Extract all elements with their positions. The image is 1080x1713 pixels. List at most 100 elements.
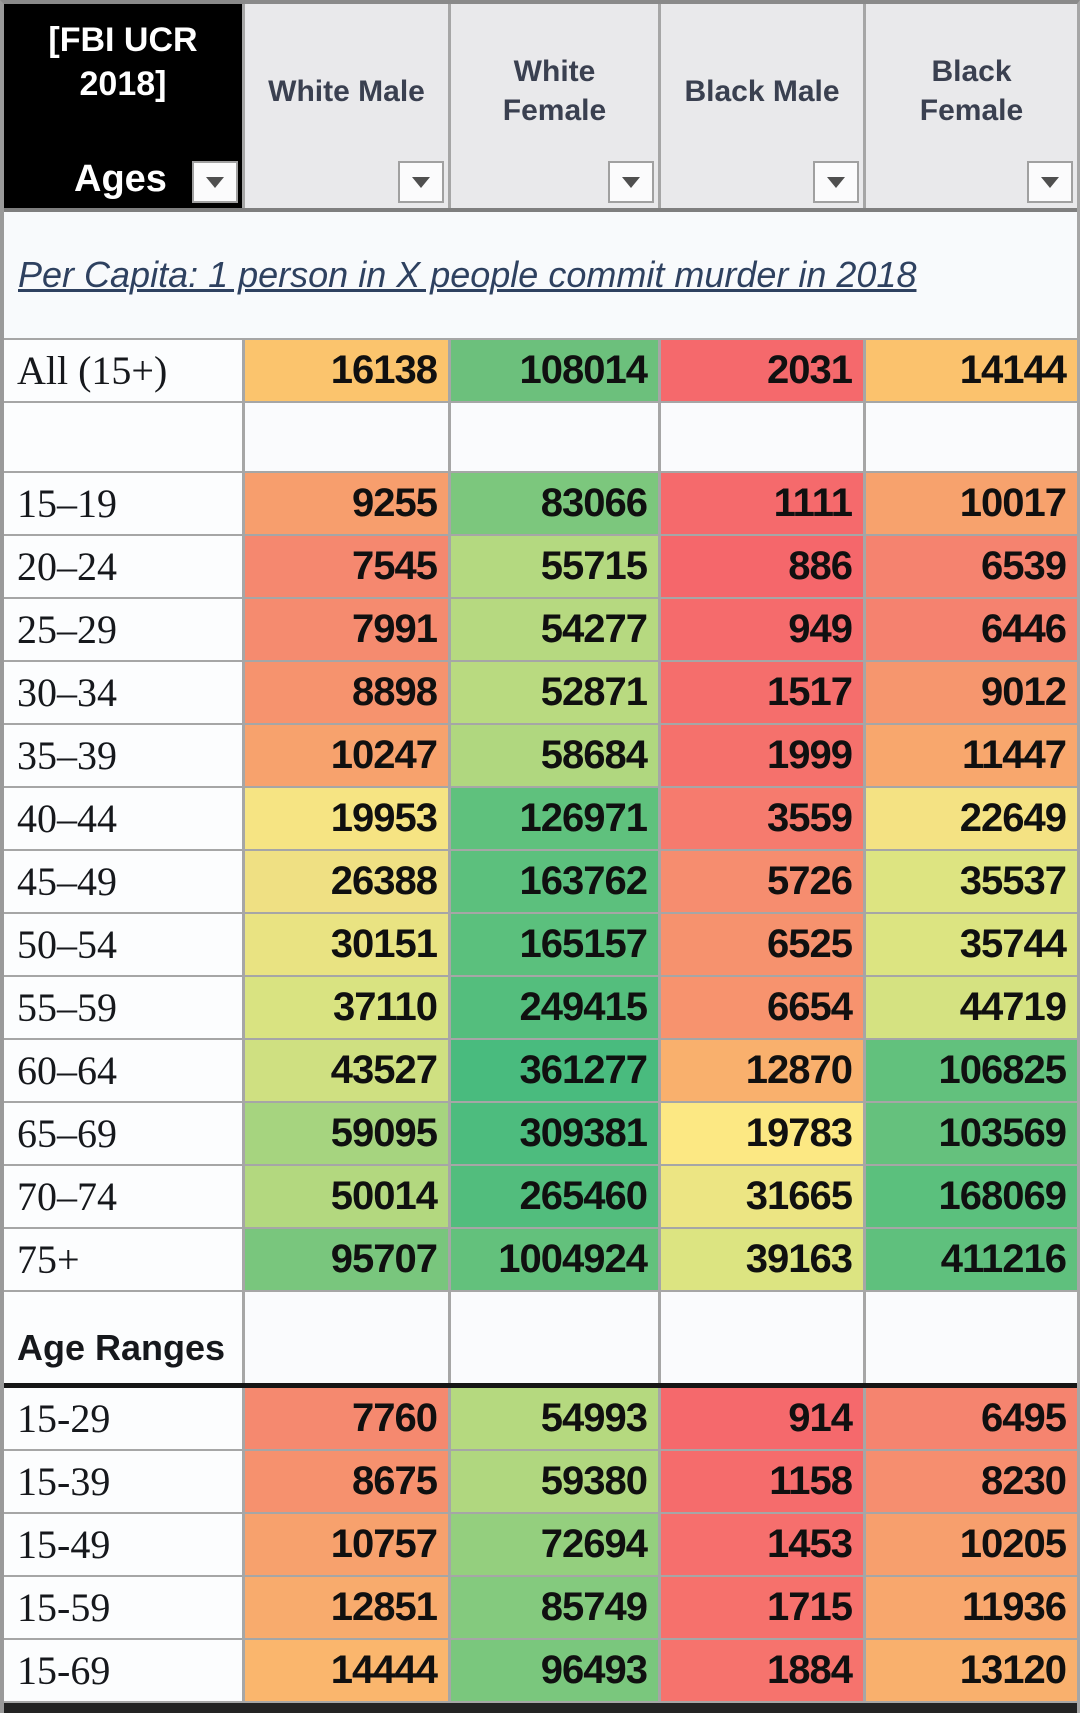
value-cell[interactable] [658, 403, 863, 471]
value-cell[interactable]: 11447 [863, 725, 1077, 786]
value-cell[interactable]: 10017 [863, 473, 1077, 534]
value-cell[interactable]: 59095 [242, 1103, 448, 1164]
row-label[interactable]: 15-29 [4, 1388, 242, 1449]
row-label[interactable]: 55–59 [4, 977, 242, 1038]
value-cell[interactable]: 165157 [448, 914, 658, 975]
row-label[interactable]: 15-59 [4, 1577, 242, 1638]
value-cell[interactable]: 16138 [242, 340, 448, 401]
value-cell[interactable]: 58684 [448, 725, 658, 786]
value-cell[interactable]: 103569 [863, 1103, 1077, 1164]
value-cell[interactable] [658, 1292, 863, 1383]
row-label[interactable]: 20–24 [4, 536, 242, 597]
value-cell[interactable]: 6446 [863, 599, 1077, 660]
value-cell[interactable]: 1517 [658, 662, 863, 723]
value-cell[interactable]: 11936 [863, 1577, 1077, 1638]
value-cell[interactable] [242, 403, 448, 471]
value-cell[interactable]: 2031 [658, 340, 863, 401]
header-corner-cell[interactable]: [FBI UCR 2018] Ages [4, 4, 242, 208]
value-cell[interactable]: 22649 [863, 788, 1077, 849]
row-label[interactable]: 15–19 [4, 473, 242, 534]
white-male-filter-button[interactable] [398, 161, 444, 203]
value-cell[interactable]: 163762 [448, 851, 658, 912]
value-cell[interactable]: 5726 [658, 851, 863, 912]
white-female-filter-button[interactable] [608, 161, 654, 203]
row-label[interactable]: Age Ranges [4, 1292, 242, 1383]
row-label[interactable] [4, 403, 242, 471]
value-cell[interactable]: 7545 [242, 536, 448, 597]
value-cell[interactable]: 13120 [863, 1640, 1077, 1701]
value-cell[interactable]: 19953 [242, 788, 448, 849]
value-cell[interactable]: 8230 [863, 1451, 1077, 1512]
value-cell[interactable] [448, 1292, 658, 1383]
value-cell[interactable]: 1884 [658, 1640, 863, 1701]
value-cell[interactable]: 6525 [658, 914, 863, 975]
value-cell[interactable]: 361277 [448, 1040, 658, 1101]
black-female-filter-button[interactable] [1027, 161, 1073, 203]
value-cell[interactable]: 1999 [658, 725, 863, 786]
value-cell[interactable]: 52871 [448, 662, 658, 723]
value-cell[interactable]: 265460 [448, 1166, 658, 1227]
row-label[interactable]: 15-39 [4, 1451, 242, 1512]
row-label[interactable]: 45–49 [4, 851, 242, 912]
row-label[interactable]: All (15+) [4, 340, 242, 401]
row-label[interactable]: 25–29 [4, 599, 242, 660]
row-label[interactable]: 15-49 [4, 1514, 242, 1575]
value-cell[interactable]: 9255 [242, 473, 448, 534]
row-label[interactable]: 15-69 [4, 1640, 242, 1701]
value-cell[interactable]: 249415 [448, 977, 658, 1038]
value-cell[interactable] [863, 1292, 1077, 1383]
value-cell[interactable]: 8898 [242, 662, 448, 723]
value-cell[interactable]: 59380 [448, 1451, 658, 1512]
value-cell[interactable]: 12870 [658, 1040, 863, 1101]
value-cell[interactable]: 411216 [863, 1229, 1077, 1290]
value-cell[interactable]: 1158 [658, 1451, 863, 1512]
value-cell[interactable]: 3559 [658, 788, 863, 849]
value-cell[interactable]: 30151 [242, 914, 448, 975]
value-cell[interactable]: 108014 [448, 340, 658, 401]
value-cell[interactable]: 168069 [863, 1166, 1077, 1227]
value-cell[interactable]: 886 [658, 536, 863, 597]
column-header-black-female[interactable]: Black Female [863, 4, 1077, 208]
value-cell[interactable]: 54993 [448, 1388, 658, 1449]
value-cell[interactable]: 39163 [658, 1229, 863, 1290]
row-label[interactable]: 65–69 [4, 1103, 242, 1164]
value-cell[interactable]: 6539 [863, 536, 1077, 597]
value-cell[interactable]: 1004924 [448, 1229, 658, 1290]
value-cell[interactable]: 72694 [448, 1514, 658, 1575]
value-cell[interactable]: 6495 [863, 1388, 1077, 1449]
column-header-black-male[interactable]: Black Male [658, 4, 863, 208]
row-label[interactable]: 60–64 [4, 1040, 242, 1101]
value-cell[interactable] [448, 403, 658, 471]
column-header-white-female[interactable]: White Female [448, 4, 658, 208]
value-cell[interactable]: 35537 [863, 851, 1077, 912]
value-cell[interactable]: 31665 [658, 1166, 863, 1227]
value-cell[interactable]: 8675 [242, 1451, 448, 1512]
ages-filter-button[interactable] [192, 161, 238, 203]
value-cell[interactable]: 309381 [448, 1103, 658, 1164]
subtitle-row[interactable]: Per Capita: 1 person in X people commit … [4, 212, 1077, 340]
value-cell[interactable]: 10205 [863, 1514, 1077, 1575]
value-cell[interactable]: 10247 [242, 725, 448, 786]
value-cell[interactable]: 12851 [242, 1577, 448, 1638]
value-cell[interactable]: 7991 [242, 599, 448, 660]
value-cell[interactable]: 44719 [863, 977, 1077, 1038]
value-cell[interactable]: 83066 [448, 473, 658, 534]
value-cell[interactable]: 1111 [658, 473, 863, 534]
value-cell[interactable]: 26388 [242, 851, 448, 912]
column-header-white-male[interactable]: White Male [242, 4, 448, 208]
value-cell[interactable]: 7760 [242, 1388, 448, 1449]
value-cell[interactable]: 14144 [863, 340, 1077, 401]
value-cell[interactable]: 43527 [242, 1040, 448, 1101]
value-cell[interactable]: 106825 [863, 1040, 1077, 1101]
value-cell[interactable]: 126971 [448, 788, 658, 849]
value-cell[interactable]: 1453 [658, 1514, 863, 1575]
value-cell[interactable]: 54277 [448, 599, 658, 660]
value-cell[interactable]: 914 [658, 1388, 863, 1449]
value-cell[interactable]: 10757 [242, 1514, 448, 1575]
value-cell[interactable]: 949 [658, 599, 863, 660]
black-male-filter-button[interactable] [813, 161, 859, 203]
value-cell[interactable]: 19783 [658, 1103, 863, 1164]
row-label[interactable]: 40–44 [4, 788, 242, 849]
row-label[interactable]: 35–39 [4, 725, 242, 786]
value-cell[interactable] [242, 1292, 448, 1383]
